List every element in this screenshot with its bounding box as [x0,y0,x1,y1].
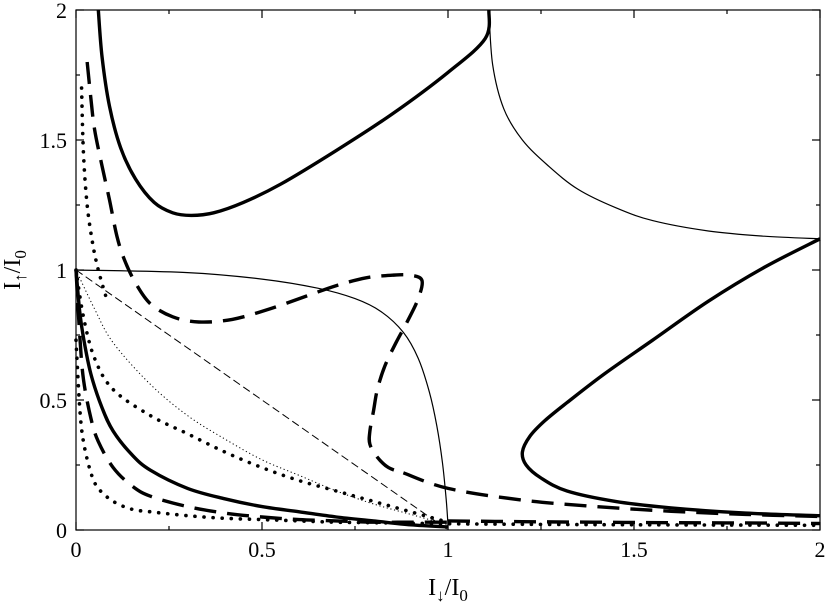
x-tick-label: 1 [443,537,454,562]
series-line-7 [74,269,448,524]
series-line-5 [75,269,449,525]
ticks-group: 0 0.5 1 1.5 2 0 0.5 1 1.5 2 [40,0,826,562]
series-line-8 [402,471,821,519]
series-line-10 [75,269,449,531]
y-tick-label: 2 [56,0,67,23]
y-tick-label: 0.5 [40,388,68,413]
series-line-12 [74,268,450,524]
series-line-2 [74,269,449,529]
x-tick-label: 1.5 [620,537,648,562]
curves-group [74,9,822,531]
x-axis-label: I↓/I0 [428,575,468,605]
x-tick-label: 0 [71,537,82,562]
y-tick-label: 1 [56,258,67,283]
y-tick-label: 0 [56,518,67,543]
series-line-3 [520,237,821,518]
series-line-1 [96,9,492,218]
series-line-4 [488,9,821,240]
plot-frame [75,9,821,531]
x-tick-label: 0.5 [248,537,276,562]
series-line-11 [79,86,108,298]
y-axis-label: I↑/I0 [0,250,30,290]
series-line-6 [85,61,424,475]
series-line-14 [75,269,449,526]
x-tick-label: 2 [815,537,826,562]
y-tick-label: 1.5 [40,128,68,153]
series-line-13 [74,338,822,528]
